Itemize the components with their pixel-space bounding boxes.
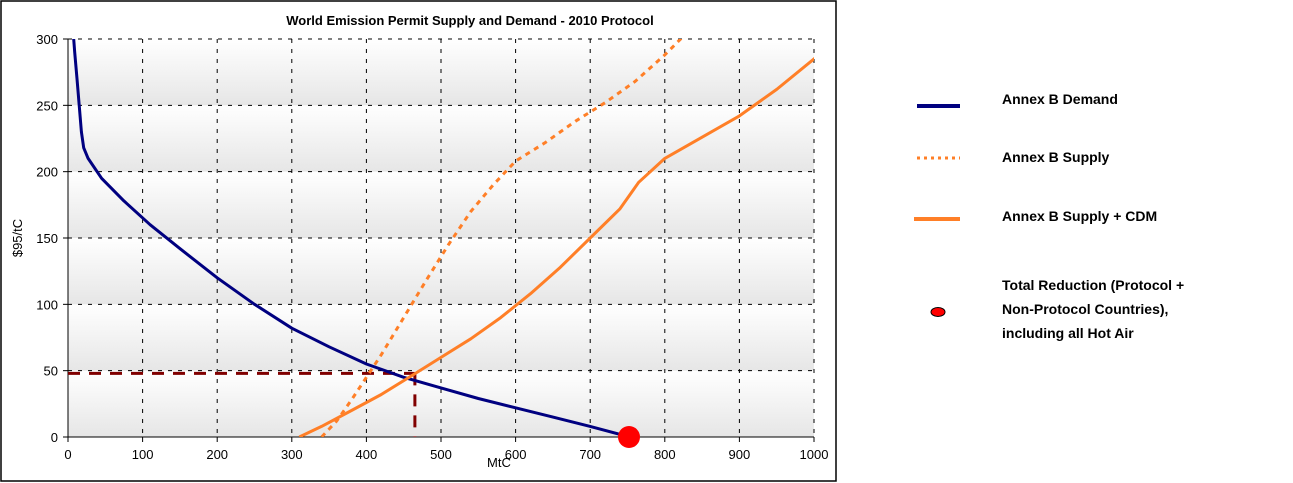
x-tick-label: 300 bbox=[281, 447, 303, 462]
axes bbox=[63, 38, 815, 442]
x-tick-labels: 0 100 200 300 400 500 600 700 800 900 1000 bbox=[64, 447, 828, 462]
x-axis-label: MtC bbox=[487, 455, 511, 470]
legend-label-total-reduction-line-3: including all Hot Air bbox=[1002, 325, 1134, 341]
y-tick-label: 300 bbox=[36, 32, 58, 47]
series-line-annex-b-supply-cdm bbox=[298, 56, 814, 437]
total-reduction-marker-layer bbox=[617, 426, 640, 448]
legend: Annex B Demand Annex B Supply Annex B Su… bbox=[914, 91, 1184, 341]
y-tick-label: 100 bbox=[36, 297, 58, 312]
x-tick-label: 500 bbox=[430, 447, 452, 462]
x-tick-label: 200 bbox=[206, 447, 228, 462]
y-tick-label: 50 bbox=[44, 364, 58, 379]
y-tick-label: 200 bbox=[36, 165, 58, 180]
x-tick-label: 600 bbox=[505, 447, 527, 462]
legend-label-total-reduction-line-1: Total Reduction (Protocol + bbox=[1002, 277, 1184, 293]
legend-swatch-total-reduction bbox=[930, 307, 946, 317]
chart-title: World Emission Permit Supply and Demand … bbox=[286, 13, 653, 28]
y-tick-label: 0 bbox=[51, 430, 58, 445]
y-axis-label: $95/tC bbox=[10, 219, 25, 257]
y-tick-labels: 0 50 100 150 200 250 300 bbox=[36, 32, 58, 445]
series-lines bbox=[72, 39, 814, 437]
legend-label-annex-b-supply-cdm: Annex B Supply + CDM bbox=[1002, 208, 1157, 224]
legend-label-annex-b-demand: Annex B Demand bbox=[1002, 91, 1118, 107]
x-tick-label: 100 bbox=[132, 447, 154, 462]
total-reduction-marker bbox=[617, 426, 640, 448]
x-tick-label: 1000 bbox=[800, 447, 829, 462]
series-line-annex-b-demand bbox=[72, 39, 631, 437]
equilibrium-lines bbox=[68, 371, 417, 437]
plot-background bbox=[68, 39, 814, 437]
series-line-annex-b-supply bbox=[320, 39, 683, 437]
legend-label-annex-b-supply: Annex B Supply bbox=[1002, 149, 1110, 165]
x-tick-label: 0 bbox=[64, 447, 71, 462]
x-tick-label: 400 bbox=[356, 447, 378, 462]
x-tick-label: 800 bbox=[654, 447, 676, 462]
legend-label-total-reduction-line-2: Non-Protocol Countries), bbox=[1002, 301, 1168, 317]
x-tick-label: 700 bbox=[579, 447, 601, 462]
y-tick-label: 150 bbox=[36, 231, 58, 246]
y-tick-label: 250 bbox=[36, 98, 58, 113]
grid-lines bbox=[68, 38, 815, 437]
x-tick-label: 900 bbox=[729, 447, 751, 462]
